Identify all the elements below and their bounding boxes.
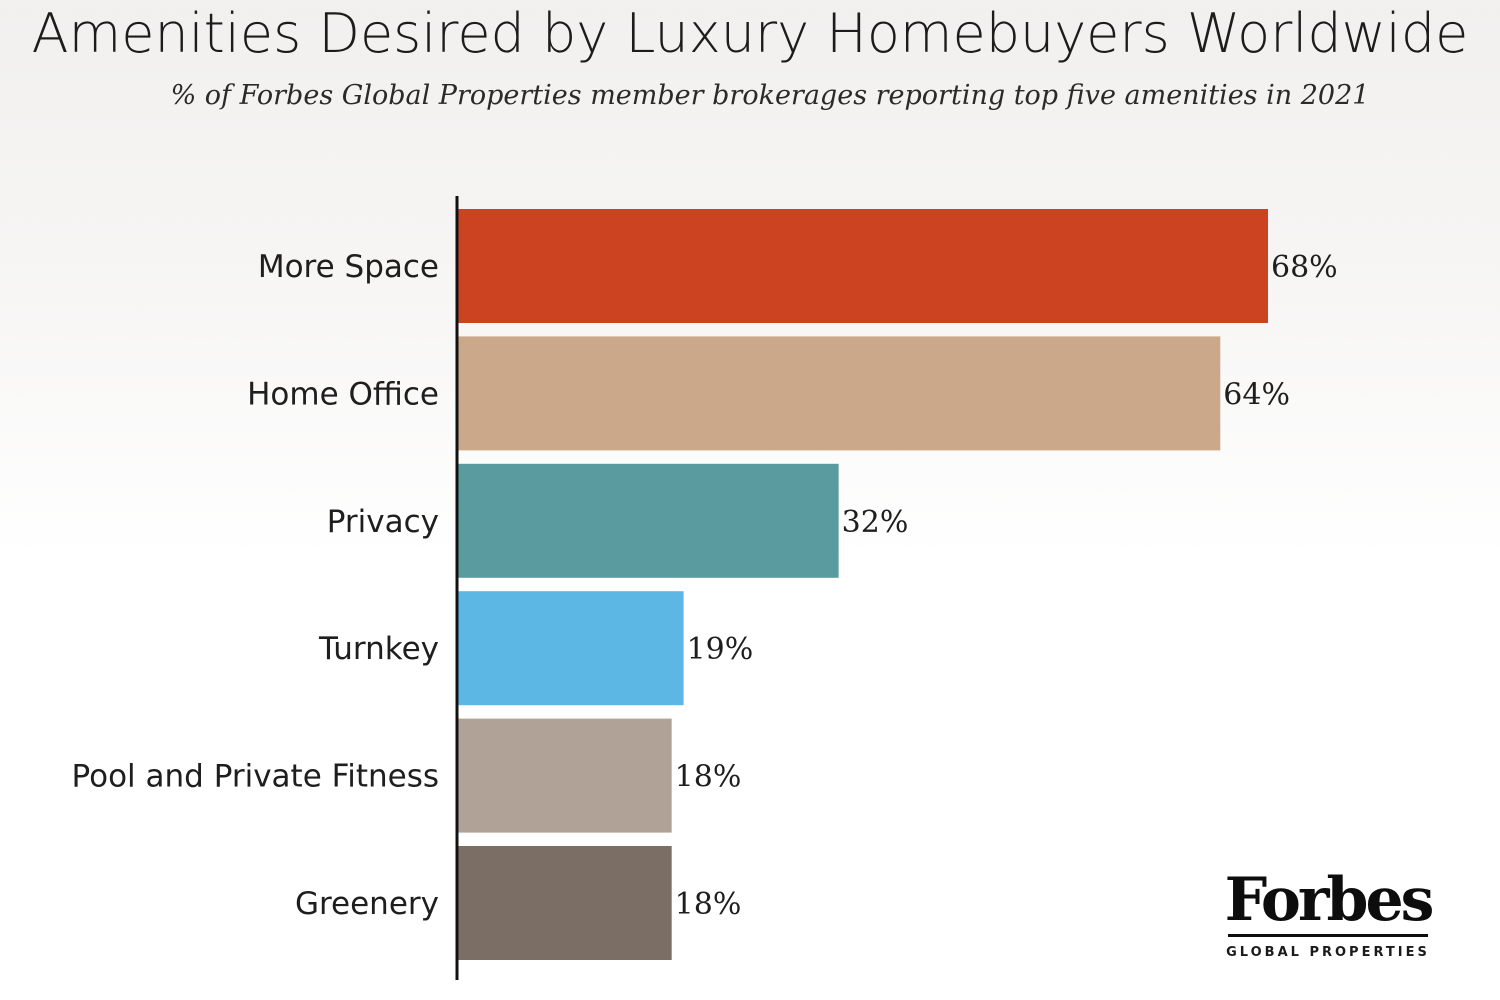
category-label: Turnkey [318, 631, 439, 667]
category-label: Pool and Private Fitness [72, 759, 439, 795]
bar-greenery [457, 846, 672, 960]
bar-pool-and-private-fitness [457, 718, 672, 833]
bar-privacy [457, 463, 839, 578]
bar-more-space [457, 209, 1268, 323]
value-label: 19% [687, 632, 754, 667]
logo-wordmark: Forbes [1224, 865, 1435, 935]
value-label: 64% [1223, 377, 1290, 412]
value-label: 18% [675, 760, 742, 795]
category-label: Privacy [327, 504, 439, 540]
bar-home-office [457, 336, 1221, 451]
category-label: Greenery [295, 886, 439, 922]
category-label: Home Office [247, 376, 439, 412]
logo-rule [1228, 934, 1428, 937]
category-label: More Space [258, 249, 439, 285]
bar-turnkey [457, 591, 684, 706]
forbes-logo: Forbes GLOBAL PROPERTIES [1218, 868, 1438, 960]
chart-subtitle: % of Forbes Global Properties member bro… [170, 80, 1370, 111]
value-label: 18% [675, 887, 742, 922]
chart-title: Amenities Desired by Luxury Homebuyers W… [31, 2, 1469, 65]
value-label: 32% [842, 505, 909, 540]
logo-tagline: GLOBAL PROPERTIES [1226, 945, 1430, 960]
value-label: 68% [1271, 250, 1338, 285]
